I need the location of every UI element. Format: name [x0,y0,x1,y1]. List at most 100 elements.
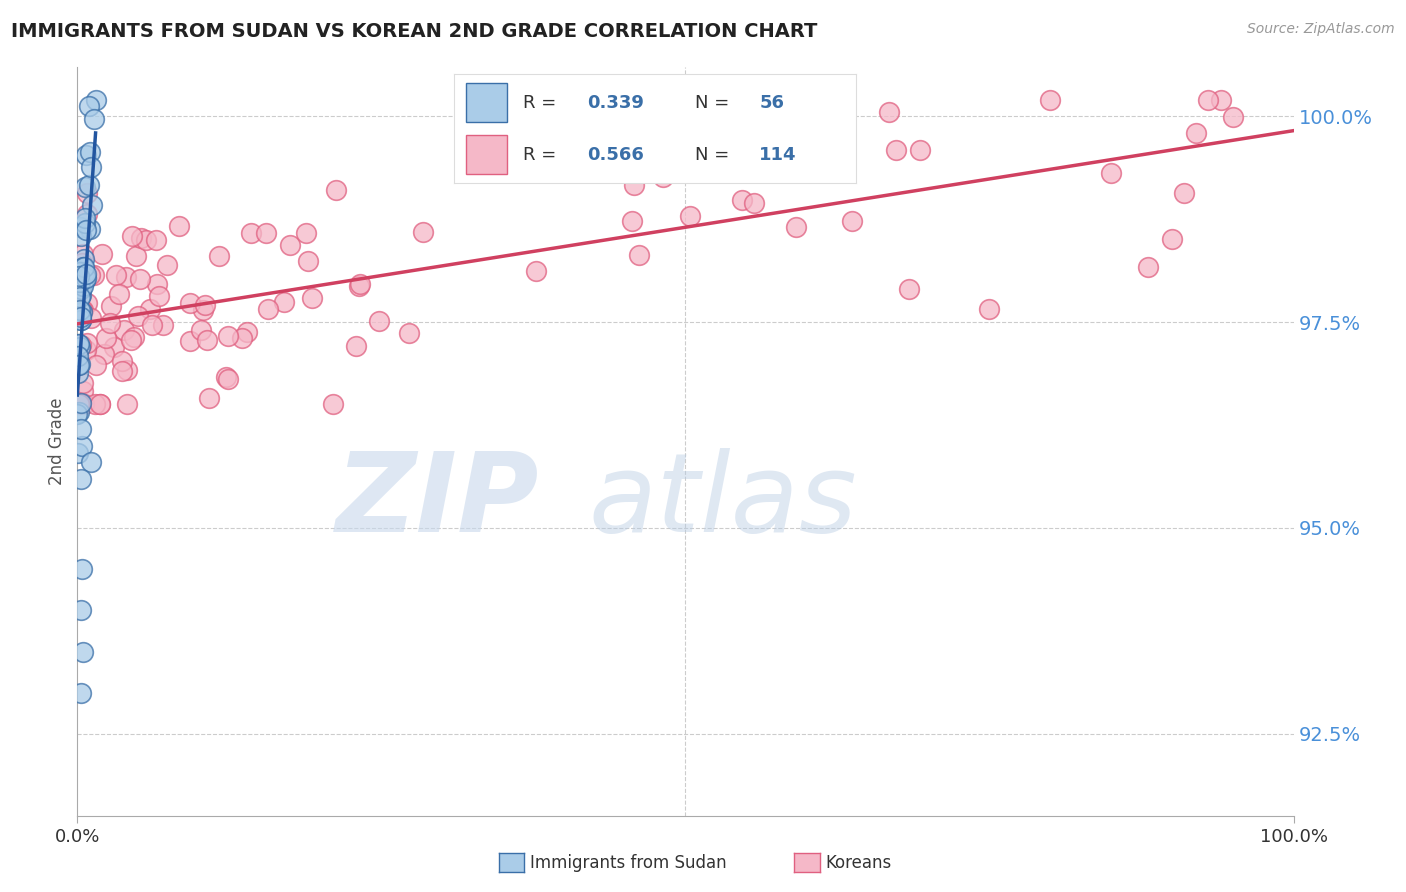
Point [67,281,90,295]
Point [207,249,229,263]
Point [621,214,644,228]
Point [69,422,91,436]
Point [278,238,301,252]
Point [66,367,89,381]
Point [135,233,157,247]
Point [122,329,145,343]
Point [67,263,90,277]
Text: Koreans: Koreans [825,854,891,871]
Point [257,302,280,317]
Point [69,291,91,305]
Point [84,93,107,107]
Point [73,267,96,281]
Point [89,397,111,411]
Point [67,358,90,372]
Point [67,269,90,284]
Point [152,318,174,333]
Point [145,233,167,247]
Point [141,318,163,332]
Point [125,249,148,263]
Point [73,216,96,230]
Point [69,472,91,486]
Point [139,301,162,316]
Point [197,334,219,348]
Point [72,376,94,390]
Point [841,214,863,228]
Point [66,446,89,460]
Point [111,354,134,368]
Point [75,343,97,357]
Point [879,105,901,120]
Point [69,313,91,327]
Point [412,225,434,239]
Point [110,364,132,378]
Point [67,336,90,351]
Text: IMMIGRANTS FROM SUDAN VS KOREAN 2ND GRADE CORRELATION CHART: IMMIGRANTS FROM SUDAN VS KOREAN 2ND GRAD… [11,22,818,41]
Point [76,207,98,221]
Point [398,326,420,340]
Point [623,178,645,192]
Point [73,397,96,411]
Point [70,313,93,327]
Point [112,323,135,337]
Point [217,329,239,343]
Point [1222,110,1244,124]
Text: Immigrants from Sudan: Immigrants from Sudan [530,854,727,871]
Point [70,337,93,351]
Point [1099,166,1122,180]
Point [90,247,112,261]
Point [72,302,94,317]
Point [72,644,94,658]
Point [666,128,689,142]
Point [72,260,94,275]
Point [120,333,142,347]
Point [69,395,91,409]
Point [75,148,97,162]
Point [72,255,94,269]
Point [77,178,100,192]
Point [89,397,111,411]
Point [156,258,179,272]
Point [69,220,91,235]
Point [83,268,105,283]
Point [1039,93,1062,107]
Point [148,289,170,303]
Point [179,295,201,310]
Point [70,302,93,317]
Point [84,358,107,372]
Point [94,331,117,345]
Point [72,279,94,293]
Point [707,161,730,175]
Point [628,248,651,262]
Point [103,340,125,354]
Point [70,686,93,700]
Point [121,229,143,244]
Point [1136,260,1159,275]
Point [344,339,367,353]
Point [83,112,105,127]
Point [217,372,239,386]
Point [197,391,219,405]
Point [349,277,371,291]
Point [652,170,675,185]
Point [73,211,96,226]
Text: ZIP: ZIP [336,448,540,555]
Point [70,288,93,302]
Point [731,194,754,208]
Point [69,303,91,318]
Point [70,228,93,243]
Point [73,260,96,275]
Point [93,347,115,361]
Point [301,291,323,305]
Point [129,272,152,286]
Point [67,405,90,419]
Point [75,268,97,282]
Point [127,309,149,323]
Point [785,220,807,235]
Point [72,252,94,266]
Text: atlas: atlas [588,448,856,555]
Point [1197,93,1219,107]
Point [70,603,93,617]
Point [297,253,319,268]
Point [66,407,89,421]
